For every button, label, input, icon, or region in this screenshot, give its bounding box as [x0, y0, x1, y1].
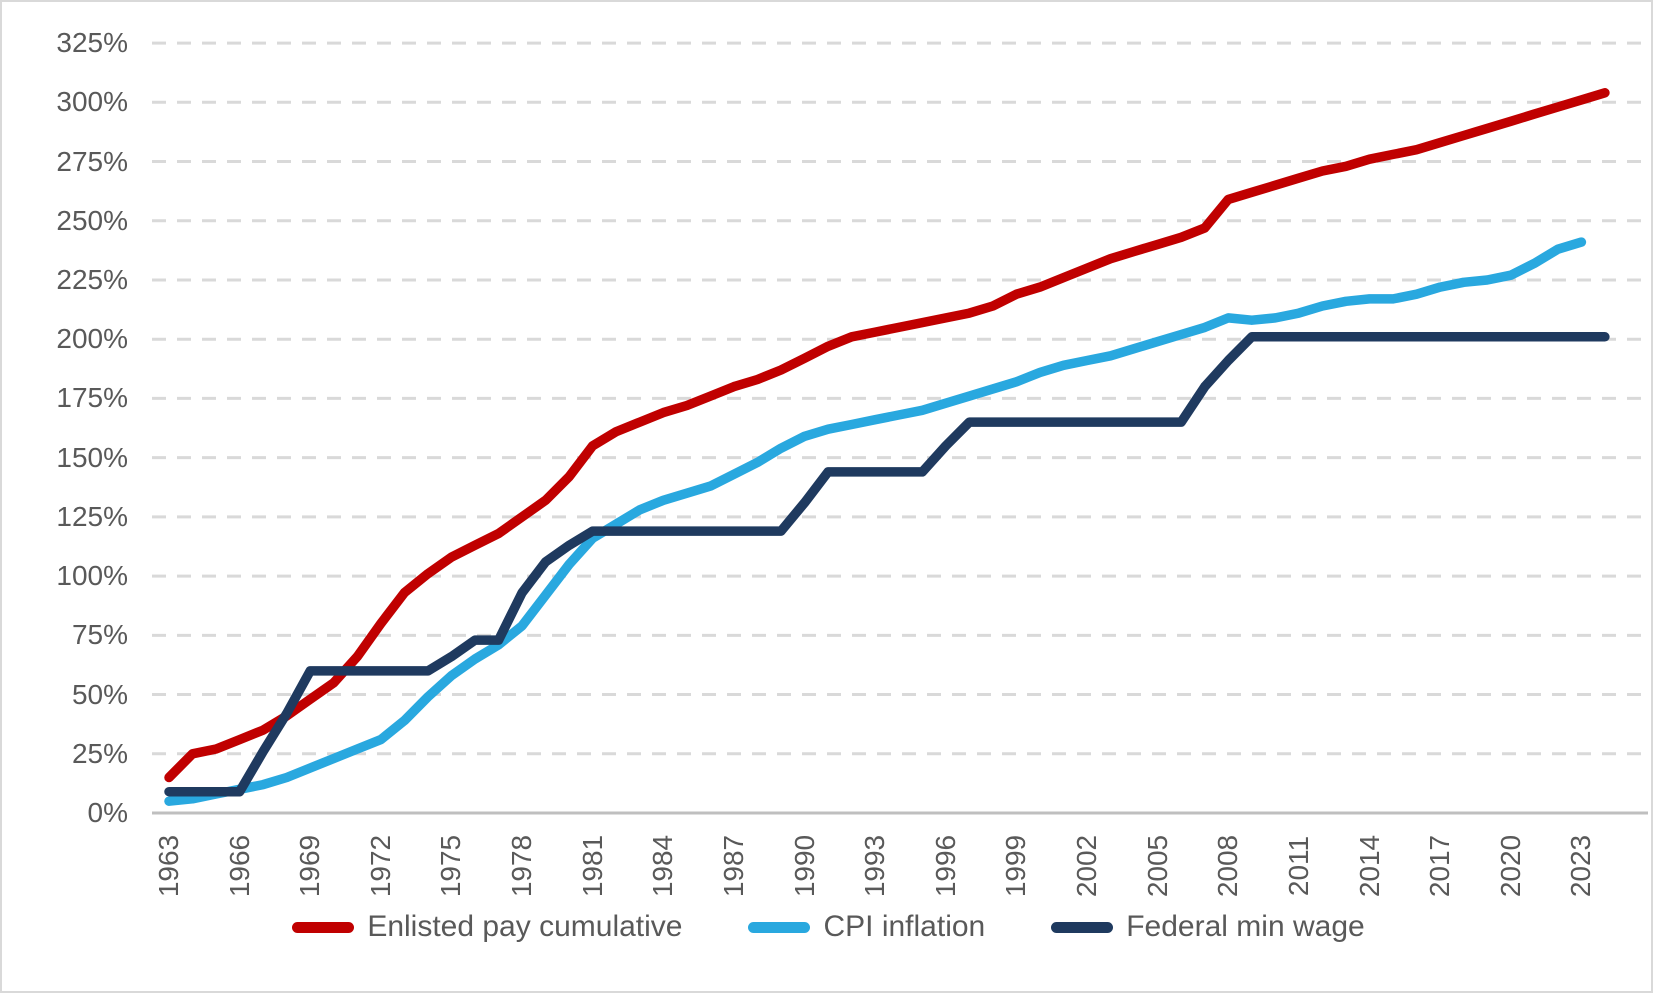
legend-label: CPI inflation — [823, 910, 986, 943]
y-tick-label-250%: 250% — [56, 204, 128, 236]
legend-label: Enlisted pay cumulative — [367, 910, 683, 943]
y-tick-label-25%: 25% — [71, 737, 128, 769]
y-tick-label-275%: 275% — [56, 145, 128, 177]
y-tick-label-325%: 325% — [56, 27, 128, 59]
legend-swatch-icon — [1051, 921, 1114, 933]
legend-item-federal-min-wage: Federal min wage — [1051, 910, 1365, 944]
series-line-enlisted-pay-cumulative — [164, 88, 1610, 783]
series-line-federal-min-wage — [164, 332, 1610, 797]
y-tick-label-100%: 100% — [56, 560, 128, 592]
chart-legend: Enlisted pay cumulative CPI inflation Fede… — [2, 910, 1651, 944]
legend-label: Federal min wage — [1126, 910, 1365, 943]
y-tick-label-125%: 125% — [56, 500, 128, 532]
legend-swatch-icon — [748, 921, 811, 933]
y-tick-label-175%: 175% — [56, 382, 128, 414]
series-line-cpi-inflation — [164, 237, 1587, 806]
y-tick-label-150%: 150% — [56, 441, 128, 473]
y-tick-label-0%: 0% — [87, 797, 128, 828]
y-tick-label-50%: 50% — [71, 678, 128, 710]
y-tick-label-300%: 300% — [56, 86, 128, 118]
legend-item-enlisted-pay-cumulative: Enlisted pay cumulative — [292, 910, 682, 944]
y-tick-label-225%: 225% — [56, 263, 128, 295]
y-tick-label-200%: 200% — [56, 323, 128, 355]
legend-swatch-icon — [292, 921, 355, 933]
legend-item-cpi-inflation: CPI inflation — [748, 910, 985, 944]
y-tick-label-75%: 75% — [71, 619, 128, 651]
